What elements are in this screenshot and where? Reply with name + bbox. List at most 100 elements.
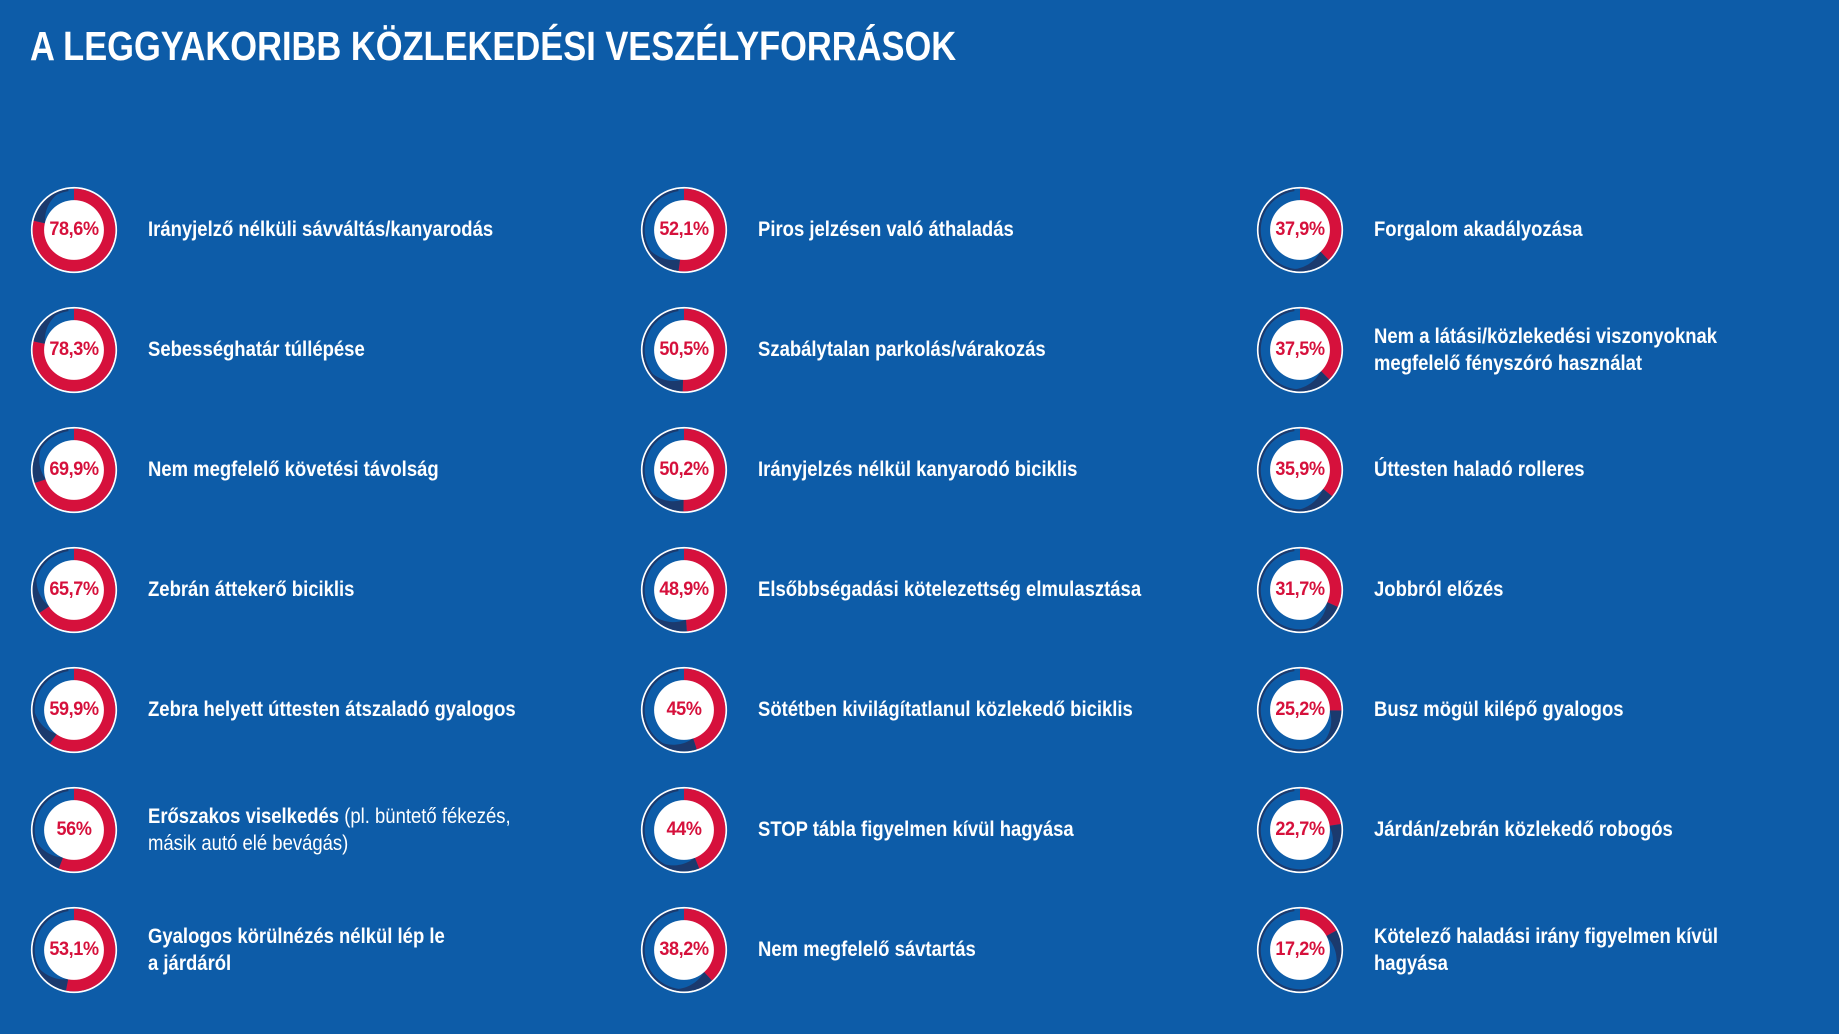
hazard-label-bold: STOP tábla figyelmen kívül hagyása — [758, 818, 1074, 842]
donut-center — [654, 920, 714, 980]
donut-value-arc — [1300, 188, 1342, 260]
hazard-item: 37,5% Nem a látási/közlekedési viszonyokn… — [1256, 290, 1765, 410]
donut-center — [44, 200, 104, 260]
hazard-label-bold: Nem a látási/közlekedési viszonyoknak me… — [1374, 324, 1718, 375]
hazard-label: Sötétben kivilágítatlanul közlekedő bici… — [758, 696, 1133, 723]
donut-value-arc — [1300, 548, 1342, 607]
donut-center — [44, 560, 104, 620]
hazard-label-bold: Jobbról előzés — [1374, 578, 1504, 602]
donut-value-arc — [1300, 668, 1342, 711]
donut-svg — [1256, 426, 1344, 514]
donut-chart: 50,2% — [640, 426, 728, 514]
hazard-label: Busz mögül kilépő gyalogos — [1374, 696, 1624, 723]
donut-percentage-label: 59,9% — [49, 699, 99, 720]
hazard-label: Úttesten haladó rolleres — [1374, 456, 1585, 483]
donut-center — [1270, 440, 1330, 500]
hazard-label: Zebrán áttekerő biciklis — [148, 576, 354, 603]
hazard-label: Gyalogos körülnézés nélkül lép le a járd… — [148, 923, 445, 978]
hazard-label-bold: Sebességhatár túllépése — [148, 338, 365, 362]
donut-value-arc — [684, 788, 726, 869]
hazard-label: Nem a látási/közlekedési viszonyoknak me… — [1374, 323, 1717, 378]
donut-percentage-label: 35,9% — [1275, 459, 1325, 480]
hazard-label: Piros jelzésen való áthaladás — [758, 216, 1014, 243]
donut-rim — [30, 546, 118, 634]
donut-center — [1270, 560, 1330, 620]
hazard-label-bold: Irányjelző nélküli sávváltás/kanyarodás — [148, 218, 494, 242]
donut-chart: 31,7% — [1256, 546, 1344, 634]
donut-rim — [1256, 306, 1344, 394]
donut-svg — [30, 906, 118, 994]
donut-svg — [640, 186, 728, 274]
donut-center — [44, 800, 104, 860]
hazard-label-bold: Kötelező haladási irány figyelmen kívül … — [1374, 924, 1719, 975]
donut-chart: 25,2% — [1256, 666, 1344, 754]
hazard-label-bold: Elsőbbségadási kötelezettség elmulasztás… — [758, 578, 1142, 602]
donut-rim — [30, 306, 118, 394]
hazard-label-bold: Nem megfelelő követési távolság — [148, 458, 439, 482]
donut-rim — [1256, 666, 1344, 754]
page-title: A LEGGYAKORIBB KÖZLEKEDÉSI VESZÉLYFORRÁS… — [30, 23, 957, 69]
donut-remainder-arc — [32, 429, 69, 484]
donut-center — [654, 200, 714, 260]
donut-percentage-label: 38,2% — [659, 939, 709, 960]
donut-remainder-arc — [32, 669, 69, 744]
donut-value-arc — [683, 428, 726, 512]
hazard-label: Sebességhatár túllépése — [148, 336, 365, 363]
donut-percentage-label: 78,3% — [49, 339, 99, 360]
hazard-item: 65,7% Zebrán áttekerő biciklis — [30, 530, 566, 650]
donut-svg — [1256, 306, 1344, 394]
donut-center — [654, 800, 714, 860]
donut-value-arc — [49, 668, 116, 752]
donut-rim — [640, 426, 728, 514]
donut-chart: 78,6% — [30, 186, 118, 274]
donut-rim — [1256, 786, 1344, 874]
donut-remainder-arc — [642, 549, 687, 632]
hazard-label-bold: Forgalom akadályozása — [1374, 218, 1583, 242]
hazard-label-bold: Erőszakos viselkedés — [148, 804, 340, 828]
donut-chart: 22,7% — [1256, 786, 1344, 874]
hazard-label: Forgalom akadályozása — [1374, 216, 1583, 243]
donut-rim — [640, 306, 728, 394]
donut-center — [44, 320, 104, 380]
hazard-item: 78,3% Sebességhatár túllépése — [30, 290, 566, 410]
donut-svg — [30, 786, 118, 874]
donut-remainder-arc — [32, 909, 69, 991]
donut-value-arc — [1300, 788, 1341, 826]
donut-svg — [30, 306, 118, 394]
donut-rim — [1256, 906, 1344, 994]
donut-value-arc — [1300, 908, 1337, 937]
donut-chart: 78,3% — [30, 306, 118, 394]
donut-chart: 56% — [30, 786, 118, 874]
hazard-label: Elsőbbségadási kötelezettség elmulasztás… — [758, 576, 1141, 603]
hazard-item: 50,2% Irányjelzés nélkül kanyarodó bicikl… — [640, 410, 1193, 530]
hazard-label-bold: Gyalogos körülnézés nélkül lép le a járd… — [148, 924, 445, 975]
hazard-item: 45% Sötétben kivilágítatlanul közlekedő b… — [640, 650, 1193, 770]
donut-value-arc — [1300, 428, 1342, 497]
hazard-item: 31,7% Jobbról előzés — [1256, 530, 1765, 650]
donut-center — [1270, 680, 1330, 740]
donut-center — [1270, 800, 1330, 860]
donut-center — [654, 560, 714, 620]
donut-remainder-arc — [32, 789, 69, 869]
hazard-label-bold: Sötétben kivilágítatlanul közlekedő bici… — [758, 698, 1133, 722]
donut-percentage-label: 31,7% — [1275, 579, 1325, 600]
hazard-item: 78,6% Irányjelző nélküli sávváltás/kanyar… — [30, 170, 566, 290]
donut-rim — [30, 426, 118, 514]
donut-percentage-label: 52,1% — [659, 219, 709, 240]
donut-rim — [30, 786, 118, 874]
hazard-label: Irányjelzés nélkül kanyarodó biciklis — [758, 456, 1077, 483]
hazard-label: Erőszakos viselkedés (pl. büntető fékezé… — [148, 803, 511, 858]
donut-remainder-arc — [33, 189, 69, 224]
donut-percentage-label: 53,1% — [49, 939, 99, 960]
donut-svg — [640, 306, 728, 394]
hazard-label: Járdán/zebrán közlekedő robogós — [1374, 816, 1673, 843]
hazard-item: 25,2% Busz mögül kilépő gyalogos — [1256, 650, 1765, 770]
donut-svg — [30, 546, 118, 634]
donut-svg — [1256, 666, 1344, 754]
hazard-label-bold: Nem megfelelő sávtartás — [758, 938, 976, 962]
donut-chart: 52,1% — [640, 186, 728, 274]
hazard-label-bold: Zebra helyett úttesten átszaladó gyalogo… — [148, 698, 516, 722]
donut-percentage-label: 69,9% — [49, 459, 99, 480]
donut-percentage-label: 45% — [666, 699, 702, 720]
